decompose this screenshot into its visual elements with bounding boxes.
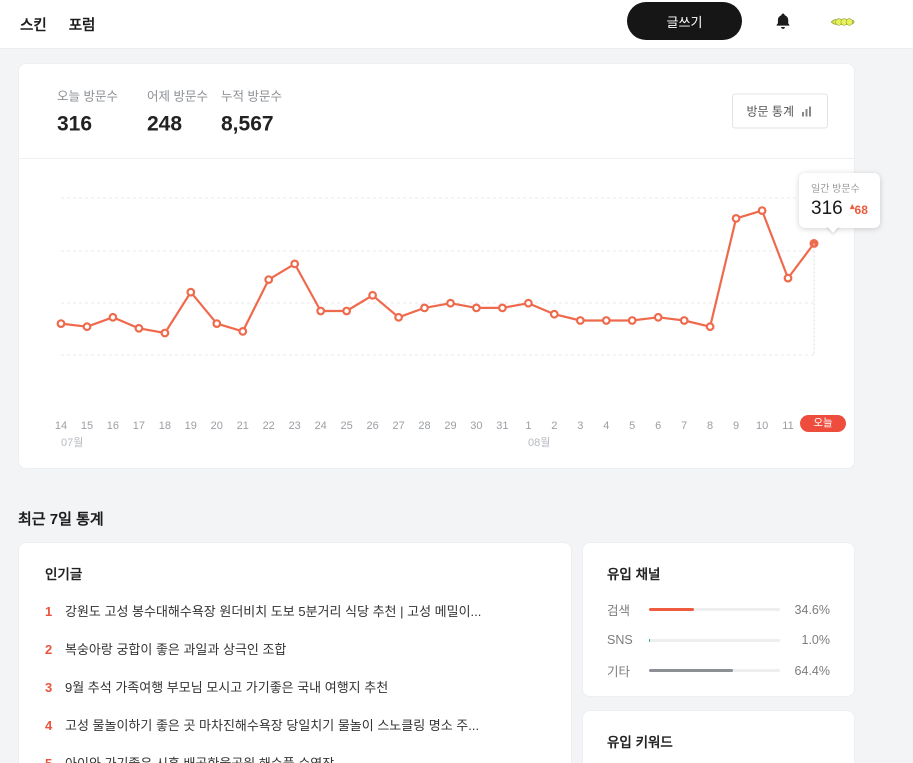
- svg-text:16: 16: [107, 420, 119, 432]
- svg-text:1: 1: [525, 420, 531, 432]
- svg-text:22: 22: [263, 420, 275, 432]
- svg-text:8: 8: [707, 420, 713, 432]
- svg-text:4: 4: [603, 420, 609, 432]
- svg-text:14: 14: [55, 420, 67, 432]
- svg-text:7: 7: [681, 420, 687, 432]
- svg-text:21: 21: [237, 420, 249, 432]
- svg-text:2: 2: [551, 420, 557, 432]
- svg-text:07월: 07월: [61, 436, 83, 449]
- svg-text:27: 27: [392, 420, 404, 432]
- svg-text:17: 17: [133, 420, 145, 432]
- svg-text:6: 6: [655, 420, 661, 432]
- svg-text:15: 15: [81, 420, 93, 432]
- svg-text:31: 31: [496, 420, 508, 432]
- svg-text:28: 28: [418, 420, 430, 432]
- svg-text:18: 18: [159, 420, 171, 432]
- svg-text:19: 19: [185, 420, 197, 432]
- svg-text:30: 30: [470, 420, 482, 432]
- svg-text:20: 20: [211, 420, 223, 432]
- svg-text:26: 26: [366, 420, 378, 432]
- svg-text:5: 5: [629, 420, 635, 432]
- svg-text:11: 11: [782, 420, 793, 432]
- svg-text:24: 24: [315, 420, 327, 432]
- svg-text:10: 10: [756, 420, 768, 432]
- svg-text:9: 9: [733, 420, 739, 432]
- svg-text:23: 23: [289, 420, 301, 432]
- svg-text:08월: 08월: [528, 436, 550, 449]
- svg-text:3: 3: [577, 420, 583, 432]
- svg-text:25: 25: [340, 420, 352, 432]
- svg-text:29: 29: [444, 420, 456, 432]
